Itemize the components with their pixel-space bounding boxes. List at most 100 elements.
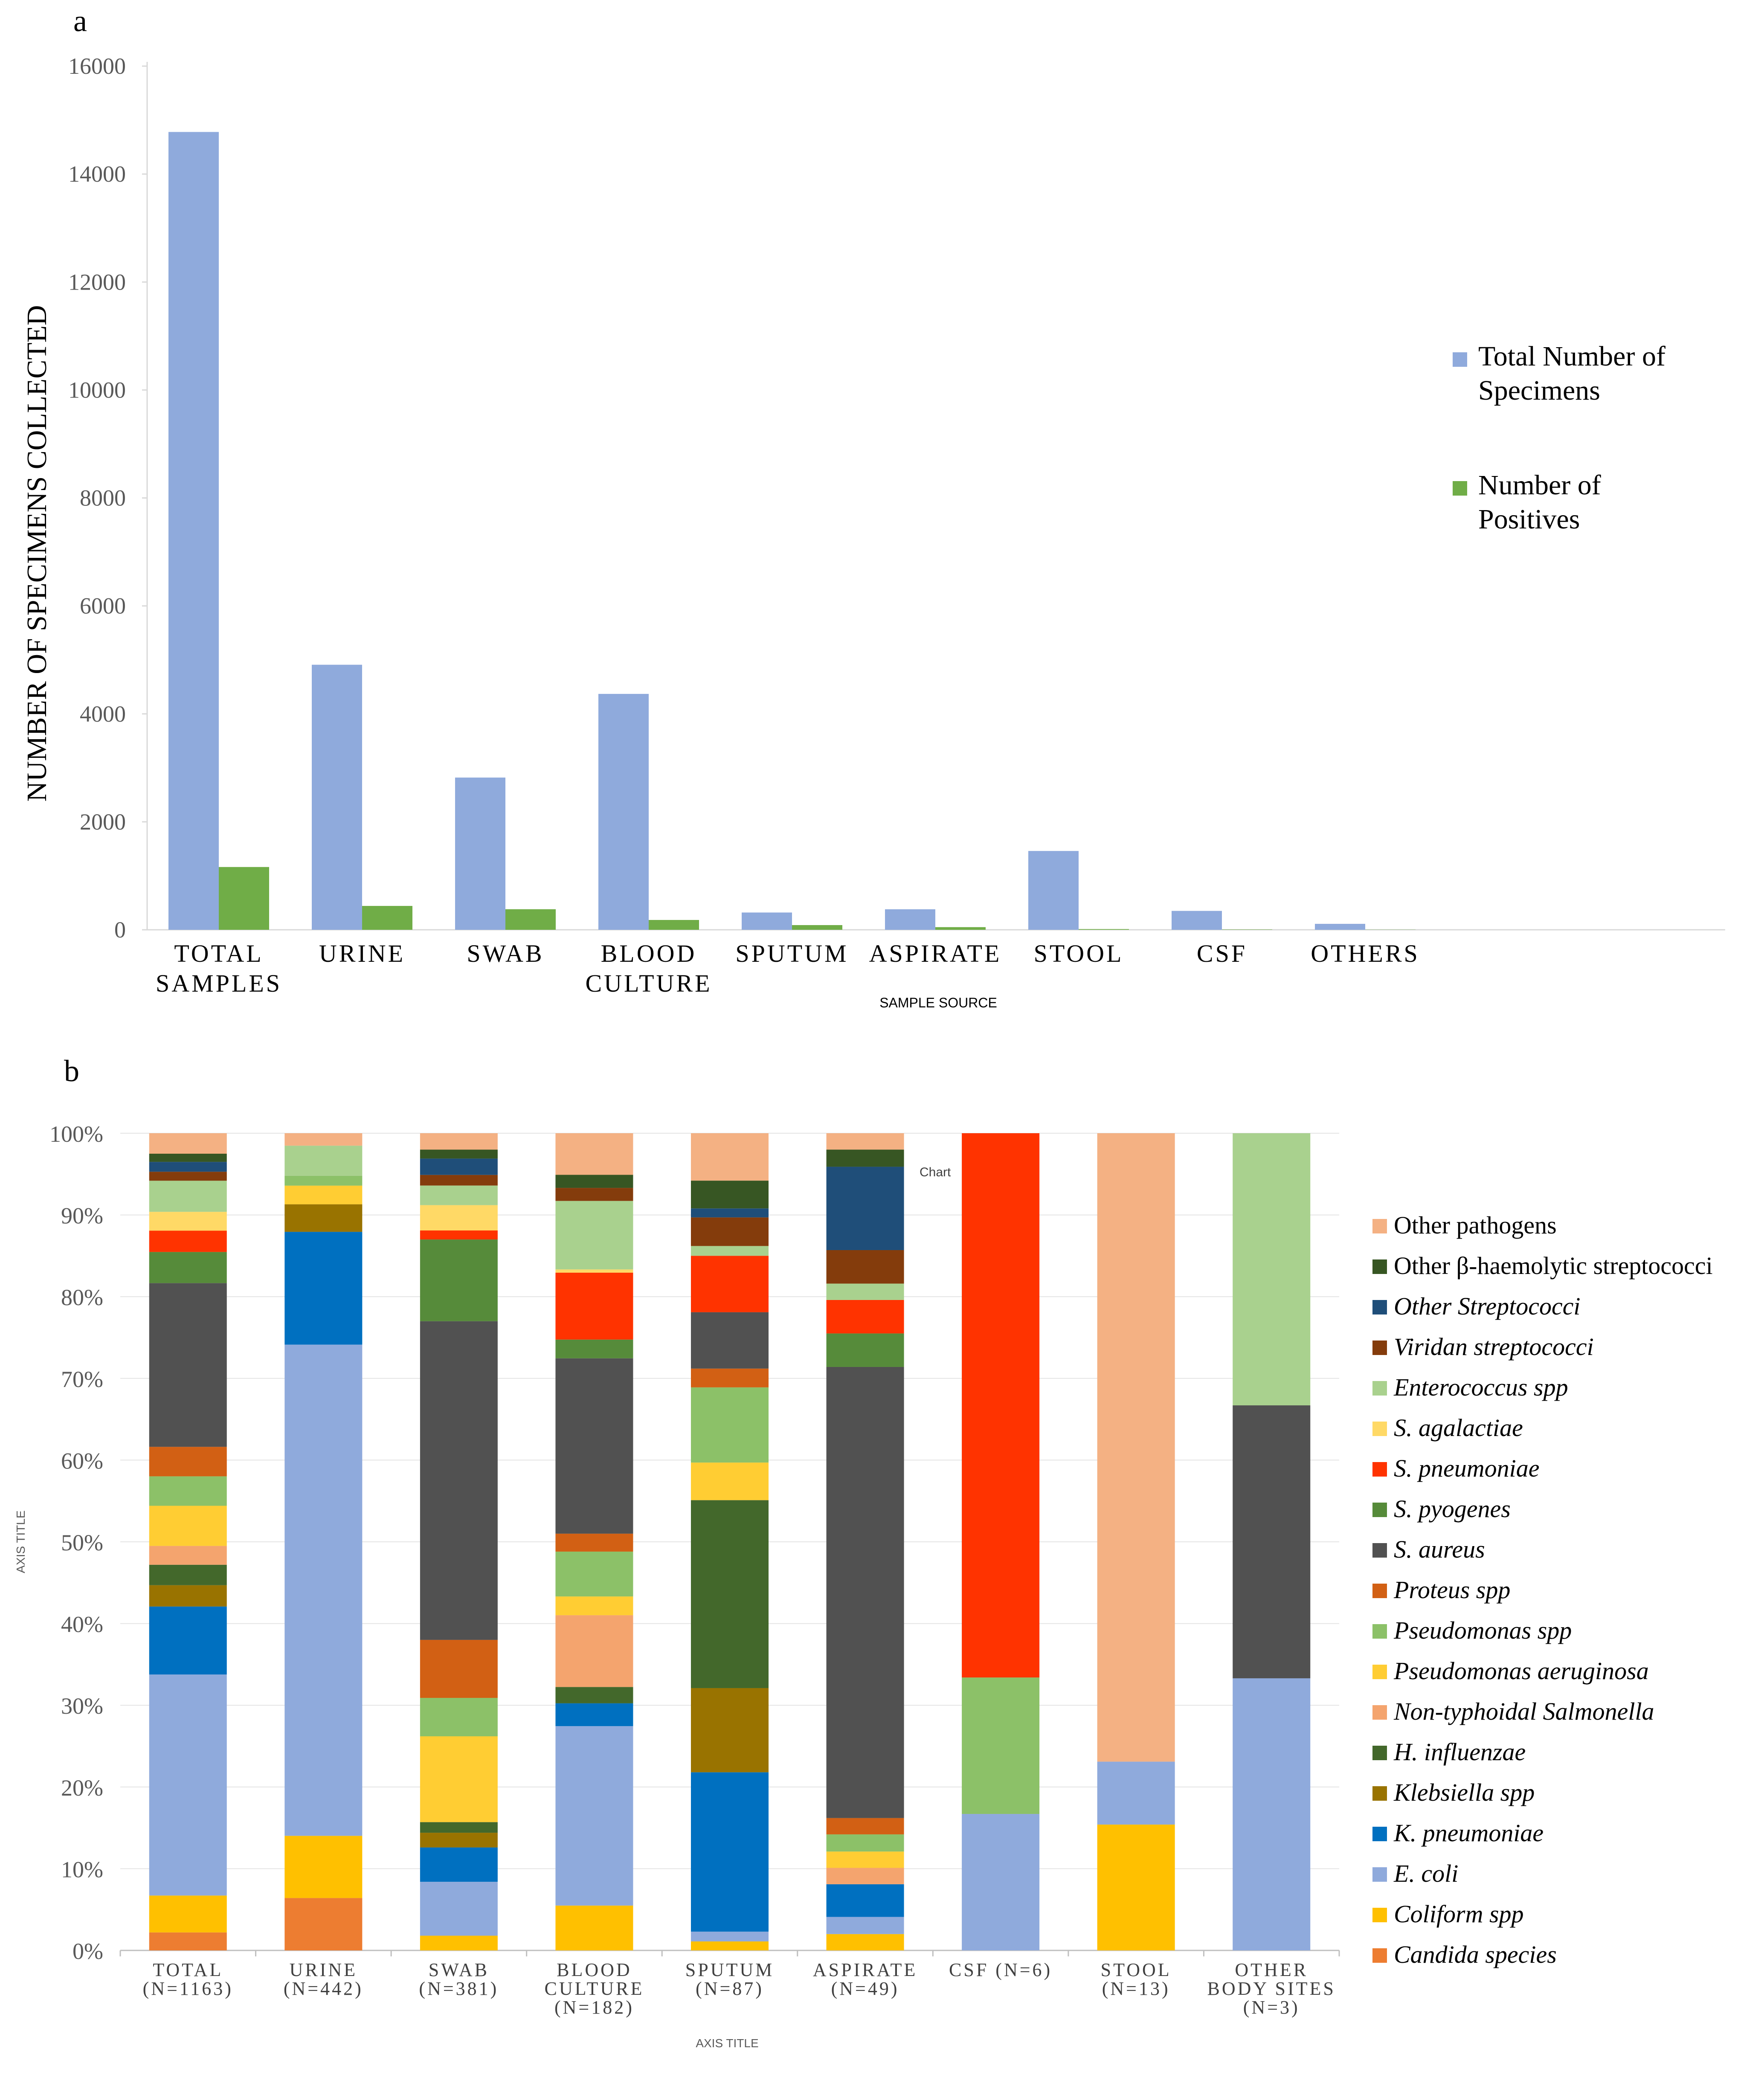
stack-segment — [691, 1688, 769, 1773]
y-tick-label: 30% — [61, 1693, 103, 1719]
legend-swatch — [1372, 1422, 1387, 1436]
bar — [885, 909, 935, 930]
stack-segment — [284, 1175, 363, 1186]
stack-segment — [420, 1847, 498, 1882]
x-tick-label: SWAB (N=381) — [419, 1959, 499, 1999]
x-tick-label: ASPIRATE (N=49) — [813, 1959, 917, 1999]
stack-segment — [420, 1639, 498, 1698]
stack-segment — [420, 1697, 498, 1737]
y-tick-label: 90% — [61, 1203, 103, 1229]
stack-segment — [826, 1884, 904, 1917]
bar — [219, 867, 269, 930]
legend-swatch — [1372, 1746, 1387, 1760]
x-tick-label: BLOOD CULTURE (N=182) — [545, 1959, 644, 2018]
legend-swatch — [1372, 1462, 1387, 1477]
x-tick-label: TOTAL (N=1163) — [143, 1959, 233, 1999]
stack-segment — [420, 1230, 498, 1240]
stack-segment — [555, 1188, 633, 1201]
stack-segment — [149, 1212, 227, 1231]
stack-segment — [149, 1476, 227, 1506]
legend-swatch — [1372, 1827, 1387, 1841]
legend-label: K. pneumoniae — [1393, 1819, 1544, 1847]
stack-segment — [826, 1868, 904, 1884]
stack-segment — [149, 1674, 227, 1896]
y-tick-label: 4000 — [80, 701, 126, 727]
stack-segment — [826, 1166, 904, 1250]
stack-segment — [826, 1300, 904, 1334]
stack-segment — [420, 1822, 498, 1833]
stack-segment — [555, 1269, 633, 1273]
x-tick-label: URINE — [319, 940, 405, 967]
stack-segment — [962, 1814, 1040, 1950]
y-tick-label: 16000 — [68, 53, 126, 79]
stack-segment — [1233, 1133, 1311, 1406]
x-tick-label: STOOL — [1034, 940, 1124, 967]
bar — [168, 132, 219, 930]
legend-label: H. influenzae — [1393, 1738, 1526, 1766]
stack-segment — [284, 1836, 363, 1898]
stack-segment — [826, 1283, 904, 1300]
x-tick-label: SPUTUM (N=87) — [685, 1959, 775, 1999]
legend-swatch — [1372, 1665, 1387, 1679]
x-tick-label: SPUTUM — [735, 940, 848, 967]
stack-segment — [555, 1551, 633, 1597]
legend-swatch — [1372, 1908, 1387, 1922]
stack-segment — [691, 1772, 769, 1932]
stack-segment — [149, 1181, 227, 1212]
stack-segment — [420, 1736, 498, 1822]
legend-label: Number of Positives — [1478, 470, 1601, 535]
stack-segment — [149, 1162, 227, 1172]
stack-segment — [555, 1687, 633, 1703]
stack-segment — [149, 1585, 227, 1607]
legend-label: Non-typhoidal Salmonella — [1393, 1697, 1654, 1725]
stack-segment — [149, 1606, 227, 1675]
legend-label: Other pathogens — [1394, 1211, 1557, 1239]
stack-segment — [826, 1367, 904, 1818]
legend-label: Other Streptococci — [1394, 1292, 1581, 1320]
chart-b: 0% 10% 20% 30% 40% 50% 60% 70% 80% 90% 100% TOTAL (N… — [14, 1121, 1713, 2050]
legend-swatch — [1372, 1786, 1387, 1801]
legend-swatch — [1372, 1503, 1387, 1517]
x-tick-label: URINE (N=442) — [284, 1959, 363, 1999]
legend-swatch — [1453, 352, 1467, 367]
stack-segment — [555, 1596, 633, 1616]
y-tick-label: 6000 — [80, 593, 126, 619]
stack-segment — [149, 1506, 227, 1546]
bar — [742, 912, 792, 930]
legend-swatch — [1453, 481, 1467, 496]
legend-swatch — [1372, 1219, 1387, 1233]
bar — [1315, 924, 1365, 930]
bar — [505, 909, 556, 930]
y-tick-label: 60% — [61, 1448, 103, 1474]
stack-segment — [962, 1677, 1040, 1814]
y-tick-label: 80% — [61, 1285, 103, 1310]
y-tick-label: 10000 — [68, 377, 126, 403]
stack-segment — [691, 1387, 769, 1463]
stack-segment — [691, 1133, 769, 1181]
x-tick-label: SWAB — [467, 940, 544, 967]
stack-segment — [420, 1149, 498, 1159]
bar — [1222, 929, 1272, 930]
legend-label: Viridan streptococci — [1394, 1333, 1594, 1361]
stack-segment — [1097, 1133, 1175, 1762]
stack-segment — [555, 1133, 633, 1175]
stack-segment — [555, 1615, 633, 1687]
legend-label: Pseudomonas spp — [1393, 1616, 1572, 1644]
legend-swatch — [1372, 1381, 1387, 1396]
legend-label: Total Number of Specimens — [1478, 341, 1665, 406]
stack-segment — [284, 1232, 363, 1345]
bar — [935, 927, 986, 930]
stack-segment — [691, 1256, 769, 1312]
stack-segment — [691, 1941, 769, 1950]
stack-segment — [149, 1932, 227, 1950]
chart-a: 0 2000 4000 6000 8000 10000 12000 14000 16000 NUM… — [21, 53, 1725, 1010]
x-axis-title: AXIS TITLE — [696, 2037, 758, 2050]
stack-segment — [555, 1358, 633, 1534]
bar — [792, 925, 842, 930]
stack-segment — [149, 1564, 227, 1585]
x-tick-label: ASPIRATE — [869, 940, 1002, 967]
y-tick-label: 40% — [61, 1612, 103, 1637]
stack-segment — [826, 1250, 904, 1284]
stack-segment — [555, 1905, 633, 1950]
legend-swatch — [1372, 1705, 1387, 1720]
